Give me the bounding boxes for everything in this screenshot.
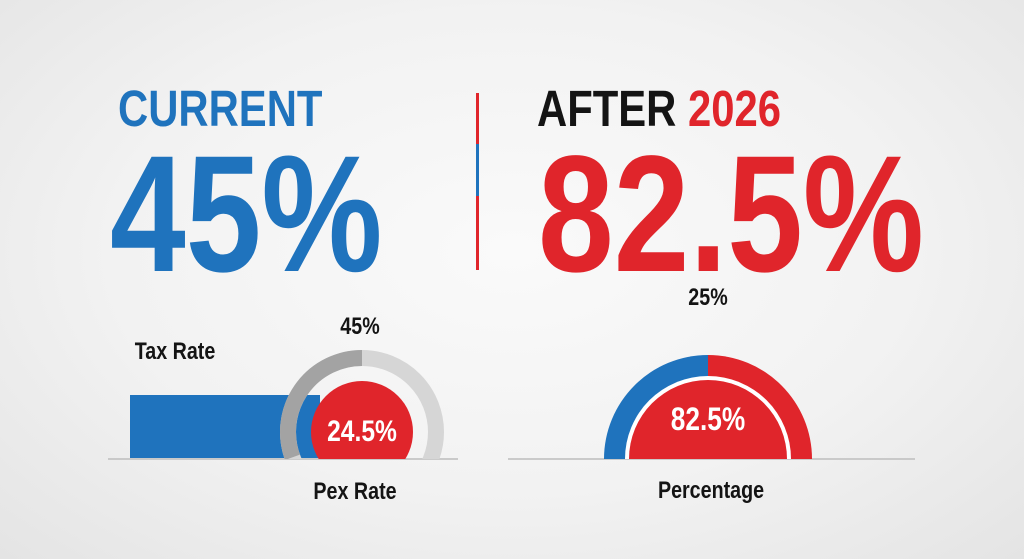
divider-blue [476,144,479,196]
divider-red-top [476,93,479,144]
after-rate-value: 82.5% [538,122,924,307]
after-heading-prefix: AFTER [537,80,677,137]
after-heading-year: 2026 [688,80,782,137]
pex-rate-circle [311,381,413,459]
divider-red-bottom [476,196,479,270]
ring-value-label: 45% [340,313,380,340]
tax-rate-label: Tax Rate [134,338,216,365]
percentage-label: Percentage [657,477,765,504]
outer-value-label: 25% [688,284,728,311]
percentage-inner-circle [629,380,787,459]
current-heading: CURRENT [118,80,323,137]
percentage-value: 82.5% [670,401,746,437]
pex-rate-value: 24.5% [327,415,397,448]
after-heading: AFTER 2026 [537,83,781,134]
pex-rate-label: Pex Rate [313,478,397,505]
current-rate-value: 45% [110,122,383,307]
ring-value-arc [280,350,363,459]
